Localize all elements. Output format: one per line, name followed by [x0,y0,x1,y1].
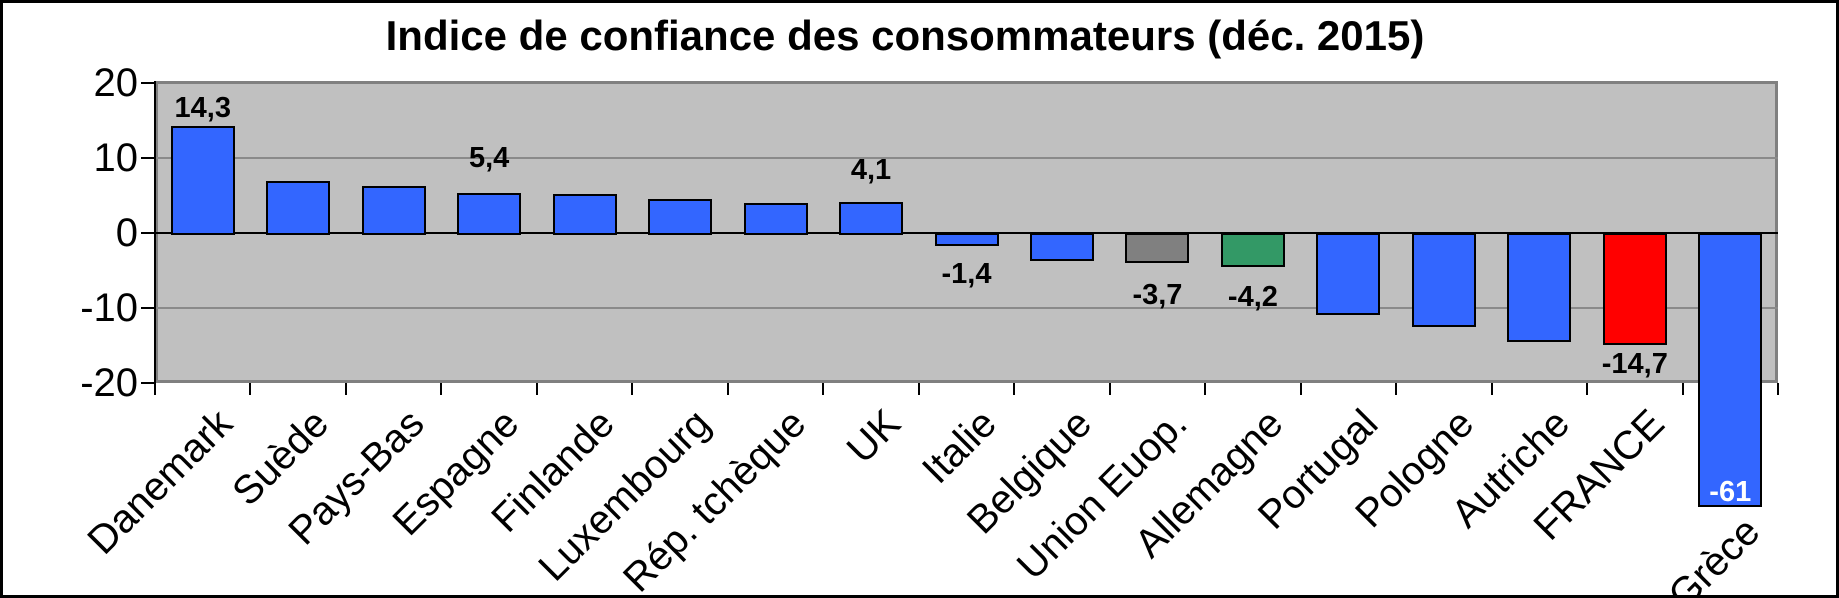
bar-Espagne [457,192,522,235]
gridline [155,307,1778,309]
y-axis-tick [141,307,155,309]
x-axis-tick [535,383,538,395]
x-axis-tick [440,383,443,395]
bar-Luxembourg [648,198,713,235]
x-axis-tick [1013,383,1016,395]
x-axis-label-UK: UK [839,401,910,472]
x-axis-tick [1777,383,1779,395]
gridline [155,157,1778,159]
bar-value-label: 5,4 [468,142,510,174]
x-axis-tick [822,383,825,395]
y-axis-tick-label: 10 [93,136,139,180]
bar-value-label: -3,7 [1132,279,1183,311]
y-axis-tick [141,157,155,159]
x-axis-label-Danemark: Danemark [79,401,242,563]
y-axis-tick [141,82,155,84]
x-axis-tick [1108,383,1111,395]
y-axis-tick [141,382,155,384]
y-axis-line [154,81,156,383]
bar-Suède [266,180,331,235]
x-axis-tick [1204,383,1207,395]
bar-value-label: -61 [1709,476,1752,508]
bar-Danemark [170,125,235,235]
x-axis-tick [1490,383,1493,395]
x-axis-tick [154,383,156,395]
bar-Belgique [1029,233,1094,261]
x-axis-tick [344,383,347,395]
x-axis-tick [249,383,252,395]
y-axis-tick-label: -10 [80,286,138,330]
bar-Rép. tchèque [743,203,808,235]
bar-Finlande [552,194,617,235]
bar-UK [839,202,904,235]
chart-title: Indice de confiance des consommateurs (d… [385,12,1425,59]
x-axis-tick [726,383,729,395]
x-axis-tick [631,383,634,395]
bar-Union Euop. [1125,233,1190,263]
x-axis-tick [917,383,920,395]
x-axis-tick [1681,383,1684,395]
x-axis-tick [1299,383,1302,395]
bar-Portugal [1316,233,1381,315]
y-axis-tick-label: 20 [93,61,139,105]
x-axis-tick [1395,383,1398,395]
bar-Pologne [1411,233,1476,328]
y-axis-tick-label: -20 [80,361,138,405]
y-axis-tick-label: 0 [115,211,138,255]
bar-Italie [934,233,999,246]
x-axis-label-Grèce: Grèce [1660,509,1769,598]
bar-value-label: -4,2 [1227,281,1278,313]
bar-Allemagne [1220,233,1285,267]
bar-value-label: -14,7 [1601,348,1668,380]
y-axis-tick [141,232,155,234]
bar-value-label: 14,3 [174,92,231,124]
x-axis-tick [1586,383,1589,395]
bar-FRANCE [1602,233,1667,346]
bar-value-label: 4,1 [850,154,892,186]
bar-Pays-Bas [361,185,426,235]
bar-value-label: -1,4 [941,258,992,290]
bar-Grèce [1698,233,1763,507]
bar-Autriche [1507,233,1572,343]
